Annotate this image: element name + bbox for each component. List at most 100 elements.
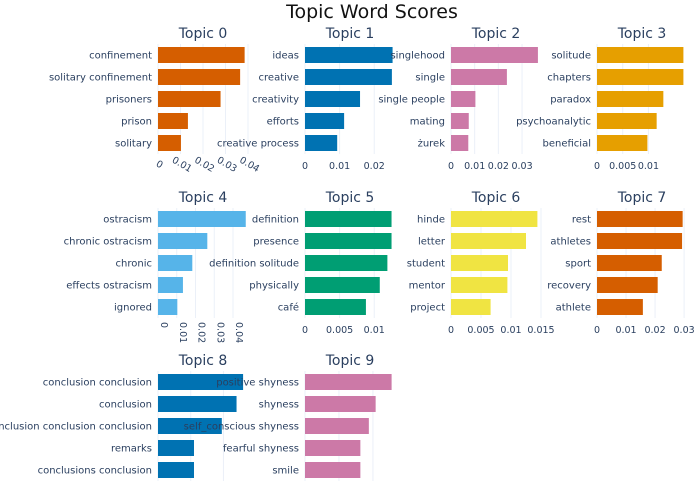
y-tick-label: self_conscious shyness <box>184 422 299 433</box>
bar <box>158 233 208 249</box>
x-tick-label: 0.01 <box>638 161 659 172</box>
y-tick-label: ignored <box>114 303 152 314</box>
y-tick-label: shyness <box>259 400 299 411</box>
x-tick-label: 0.005 <box>467 325 494 336</box>
subplot-title: Topic 0 <box>178 26 228 42</box>
x-tick-label: 0.03 <box>511 161 532 172</box>
subplot-title: Topic 4 <box>178 190 228 206</box>
y-tick-label: athletes <box>550 237 591 248</box>
y-tick-label: conclusions conclusion <box>38 466 152 477</box>
y-tick-label: hinde <box>417 215 445 226</box>
y-tick-label: paradox <box>550 95 591 106</box>
bar <box>158 91 221 107</box>
bar <box>305 440 361 456</box>
bar <box>305 277 380 293</box>
bar <box>451 211 538 227</box>
subplot-title: Topic 9 <box>325 353 375 369</box>
bar <box>451 91 476 107</box>
y-tick-label: project <box>410 303 445 314</box>
subplot-title: Topic 3 <box>617 26 667 42</box>
subplot-title: Topic 8 <box>178 353 228 369</box>
subplot-topic-8: Topic 8 conclusion conclusion conclusion co… <box>0 353 244 493</box>
y-tick-label: single people <box>378 95 445 106</box>
y-tick-label: creativity <box>252 95 299 106</box>
subplot-title: Topic 7 <box>617 190 667 206</box>
subplot-topic-9: Topic 9 positive shyness shyness self_consc… <box>184 353 392 493</box>
bar <box>451 233 526 249</box>
subplot-title: Topic 1 <box>325 26 375 42</box>
y-tick-label: psychoanalytic <box>516 117 591 128</box>
x-tick-label: 0 <box>154 159 165 172</box>
x-tick-label: 0.02 <box>644 325 665 336</box>
x-tick-label: 0 <box>302 325 308 336</box>
bar <box>305 418 369 434</box>
bar <box>305 69 392 85</box>
y-tick-label: żurek <box>418 139 446 150</box>
subplot-topic-3: Topic 3 solitude chapters paradox psychoanal… <box>516 26 684 172</box>
subplot-title: Topic 6 <box>471 190 521 206</box>
x-tick-label: 0 <box>448 161 454 172</box>
bar <box>451 135 469 151</box>
y-tick-label: positive shyness <box>216 378 299 389</box>
bar <box>451 277 508 293</box>
y-tick-label: prisoners <box>106 95 152 106</box>
y-tick-label: café <box>278 302 299 314</box>
y-tick-label: confinement <box>89 51 152 62</box>
subplot-title: Topic 2 <box>471 26 521 42</box>
bar <box>597 135 648 151</box>
y-tick-label: ostracism <box>103 215 152 226</box>
bar <box>305 211 392 227</box>
subplot-title: Topic 5 <box>325 190 375 206</box>
x-tick-label: 0.02 <box>364 161 385 172</box>
bar <box>158 47 245 63</box>
subplot-topic-4: Topic 4 ostracism chronic ostracism chronic… <box>64 190 246 343</box>
x-tick-label: 0 <box>594 325 600 336</box>
bar <box>597 69 684 85</box>
y-tick-label: singlehood <box>390 51 445 62</box>
x-tick-label: 0.02 <box>196 322 207 343</box>
y-tick-label: ideas <box>272 51 299 62</box>
x-tick-label: 0 <box>594 161 600 172</box>
bar <box>305 396 376 412</box>
y-tick-label: student <box>407 259 445 270</box>
bar <box>158 374 244 390</box>
x-tick-label: 0.01 <box>364 325 385 336</box>
x-tick-label: 0.015 <box>527 325 554 336</box>
bar <box>451 113 469 129</box>
x-tick-label: 0.03 <box>674 325 695 336</box>
x-tick-label: 0.02 <box>192 155 216 175</box>
y-tick-label: remarks <box>111 444 152 455</box>
y-tick-label: sport <box>565 259 591 270</box>
bar <box>597 113 657 129</box>
y-tick-label: solitary confinement <box>49 73 152 84</box>
bar <box>305 233 392 249</box>
figure-title: Topic Word Scores <box>285 1 458 23</box>
y-tick-label: fearful shyness <box>223 444 299 455</box>
y-tick-label: conclusion <box>99 400 152 411</box>
y-tick-label: chronic ostracism <box>64 237 152 248</box>
x-tick-label: 0.005 <box>609 161 636 172</box>
bar <box>597 277 658 293</box>
y-tick-label: effects ostracism <box>66 281 152 292</box>
bar <box>597 299 643 315</box>
bar <box>597 91 664 107</box>
x-tick-label: 0.01 <box>170 155 194 175</box>
y-tick-label: mating <box>410 117 445 128</box>
x-tick-label: 0.01 <box>177 322 188 343</box>
bar <box>305 47 393 63</box>
bar <box>597 255 662 271</box>
bar <box>305 374 392 390</box>
bar <box>158 277 183 293</box>
bar <box>158 440 194 456</box>
y-tick-label: beneficial <box>543 139 591 150</box>
bar <box>158 418 222 434</box>
y-tick-label: letter <box>418 237 446 248</box>
x-tick-label: 0.04 <box>233 322 244 343</box>
x-tick-label: 0.03 <box>214 322 225 343</box>
x-tick-label: 0.01 <box>329 161 350 172</box>
y-tick-label: creative <box>259 73 299 84</box>
subplot-topic-0: Topic 0 confinement solitary confinement pr… <box>49 26 261 175</box>
x-tick-label: 0.04 <box>237 155 261 175</box>
